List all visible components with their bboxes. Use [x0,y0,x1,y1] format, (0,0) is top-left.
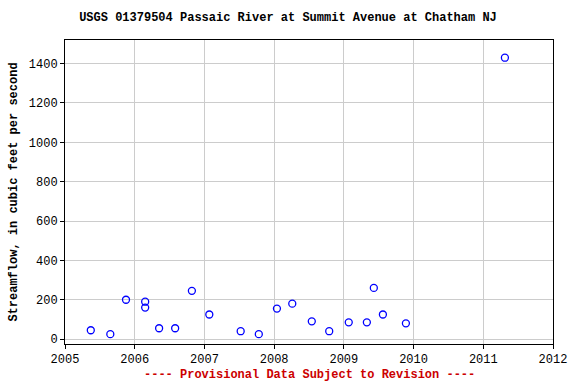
svg-text:2012: 2012 [539,353,568,367]
svg-text:0: 0 [50,333,57,347]
svg-text:1200: 1200 [29,97,58,111]
svg-text:2011: 2011 [469,353,498,367]
svg-text:---- Provisional Data Subject: ---- Provisional Data Subject to Revisio… [144,368,475,382]
svg-text:2006: 2006 [120,353,149,367]
svg-text:2005: 2005 [51,353,80,367]
svg-text:1400: 1400 [29,58,58,72]
svg-text:2010: 2010 [399,353,428,367]
svg-text:USGS 01379504 Passaic River at: USGS 01379504 Passaic River at Summit Av… [79,11,497,25]
svg-text:800: 800 [36,176,58,190]
svg-text:2007: 2007 [190,353,219,367]
svg-text:2009: 2009 [329,353,358,367]
svg-text:400: 400 [36,255,58,269]
svg-text:Streamflow, in cubic feet per: Streamflow, in cubic feet per second [7,62,21,321]
svg-text:2008: 2008 [260,353,289,367]
svg-text:600: 600 [36,215,58,229]
svg-text:200: 200 [36,294,58,308]
svg-text:1000: 1000 [29,137,58,151]
